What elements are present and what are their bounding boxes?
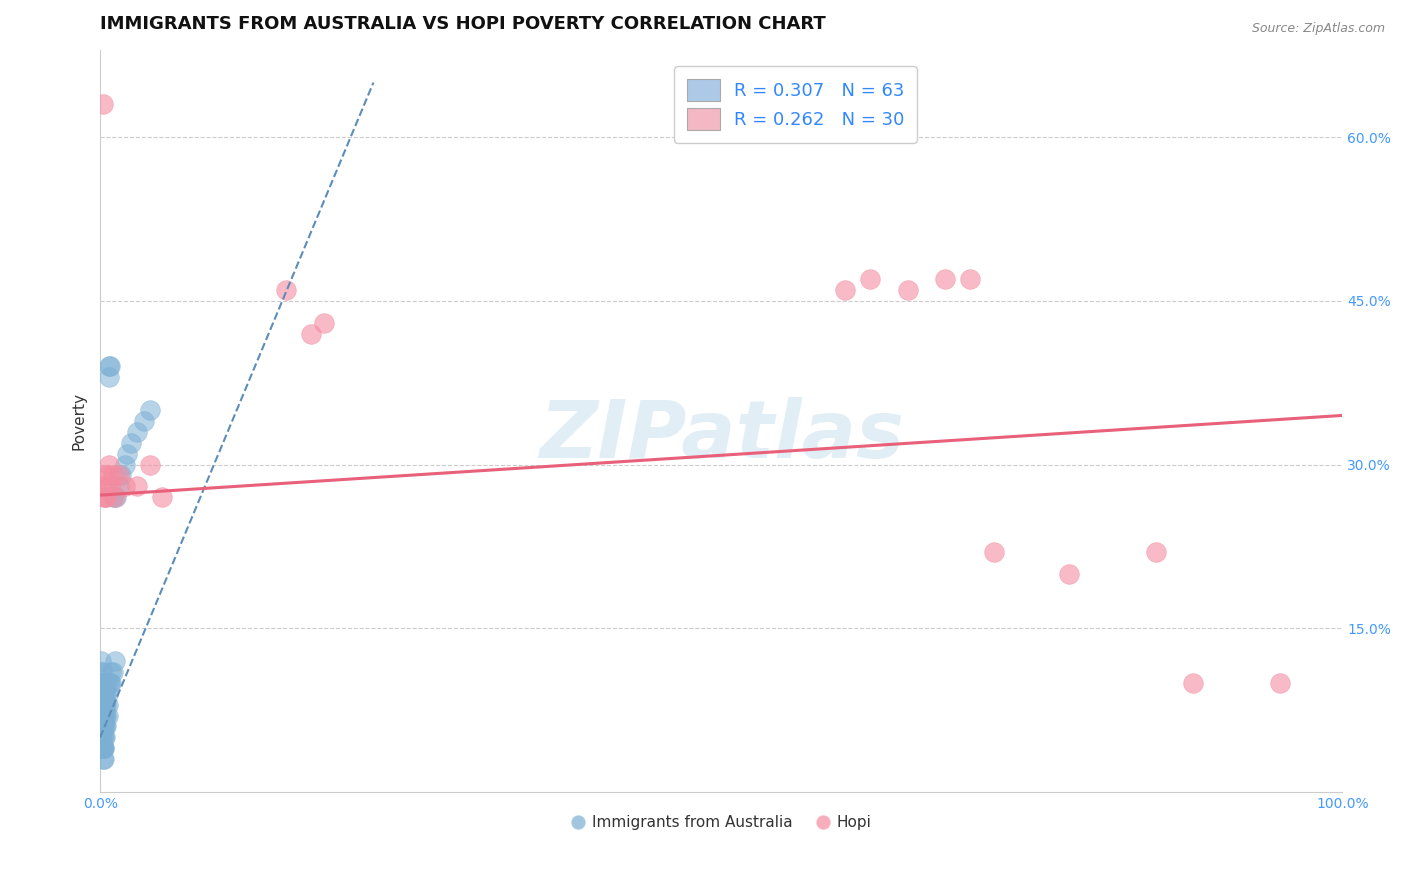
Point xyxy=(104,654,127,668)
Point xyxy=(127,425,149,439)
Point xyxy=(93,708,115,723)
Point xyxy=(94,491,117,505)
Point xyxy=(859,272,882,286)
Point xyxy=(114,479,136,493)
Point xyxy=(1144,545,1167,559)
Point xyxy=(959,272,981,286)
Point xyxy=(96,479,118,493)
Point xyxy=(96,687,118,701)
Point xyxy=(90,687,112,701)
Point xyxy=(91,675,114,690)
Point xyxy=(94,708,117,723)
Point xyxy=(98,675,121,690)
Point xyxy=(97,468,120,483)
Point xyxy=(117,447,139,461)
Point xyxy=(110,468,132,483)
Point xyxy=(91,752,114,766)
Point xyxy=(90,731,112,745)
Point xyxy=(94,468,117,483)
Point xyxy=(105,491,128,505)
Point xyxy=(96,491,118,505)
Point xyxy=(90,741,112,756)
Point xyxy=(94,731,117,745)
Point xyxy=(90,665,112,679)
Point xyxy=(91,731,114,745)
Point xyxy=(1268,675,1291,690)
Point xyxy=(93,741,115,756)
Point xyxy=(91,708,114,723)
Point xyxy=(91,665,114,679)
Point xyxy=(98,359,121,374)
Point xyxy=(101,491,124,505)
Point xyxy=(96,719,118,733)
Point xyxy=(94,675,117,690)
Point xyxy=(94,687,117,701)
Point xyxy=(96,675,118,690)
Point xyxy=(114,458,136,472)
Point xyxy=(93,675,115,690)
Point xyxy=(97,359,120,374)
Point xyxy=(983,545,1005,559)
Point xyxy=(97,675,120,690)
Point xyxy=(93,731,115,745)
Point xyxy=(896,283,918,297)
Point xyxy=(107,468,129,483)
Point xyxy=(91,719,114,733)
Point xyxy=(97,698,120,712)
Point xyxy=(94,698,117,712)
Point xyxy=(93,479,115,493)
Text: Source: ZipAtlas.com: Source: ZipAtlas.com xyxy=(1251,22,1385,36)
Point xyxy=(139,403,162,417)
Point xyxy=(90,719,112,733)
Point xyxy=(94,719,117,733)
Point xyxy=(91,97,114,112)
Point xyxy=(132,414,155,428)
Point xyxy=(139,458,162,472)
Point xyxy=(934,272,956,286)
Point xyxy=(93,491,115,505)
Point xyxy=(91,741,114,756)
Point xyxy=(120,435,142,450)
Text: ZIPatlas: ZIPatlas xyxy=(538,397,904,475)
Point xyxy=(93,698,115,712)
Point xyxy=(96,698,118,712)
Point xyxy=(97,687,120,701)
Point xyxy=(93,741,115,756)
Point xyxy=(97,370,120,384)
Point xyxy=(91,741,114,756)
Point xyxy=(97,708,120,723)
Point xyxy=(96,708,118,723)
Point xyxy=(97,458,120,472)
Point xyxy=(107,479,129,493)
Point xyxy=(90,698,112,712)
Point xyxy=(100,665,122,679)
Point xyxy=(90,654,112,668)
Text: IMMIGRANTS FROM AUSTRALIA VS HOPI POVERTY CORRELATION CHART: IMMIGRANTS FROM AUSTRALIA VS HOPI POVERT… xyxy=(100,15,825,33)
Legend: Immigrants from Australia, Hopi: Immigrants from Australia, Hopi xyxy=(564,809,877,837)
Point xyxy=(127,479,149,493)
Point xyxy=(90,708,112,723)
Point xyxy=(93,752,115,766)
Point xyxy=(90,675,112,690)
Y-axis label: Poverty: Poverty xyxy=(72,392,86,450)
Point xyxy=(93,687,115,701)
Point xyxy=(91,687,114,701)
Point xyxy=(91,698,114,712)
Point xyxy=(101,665,124,679)
Point xyxy=(150,491,173,505)
Point xyxy=(104,491,127,505)
Point xyxy=(90,731,112,745)
Point xyxy=(93,719,115,733)
Point xyxy=(834,283,856,297)
Point xyxy=(100,675,122,690)
Point xyxy=(299,326,322,341)
Point xyxy=(1182,675,1205,690)
Point xyxy=(312,316,335,330)
Point xyxy=(101,468,124,483)
Point xyxy=(98,479,121,493)
Point xyxy=(276,283,298,297)
Point xyxy=(1057,566,1080,581)
